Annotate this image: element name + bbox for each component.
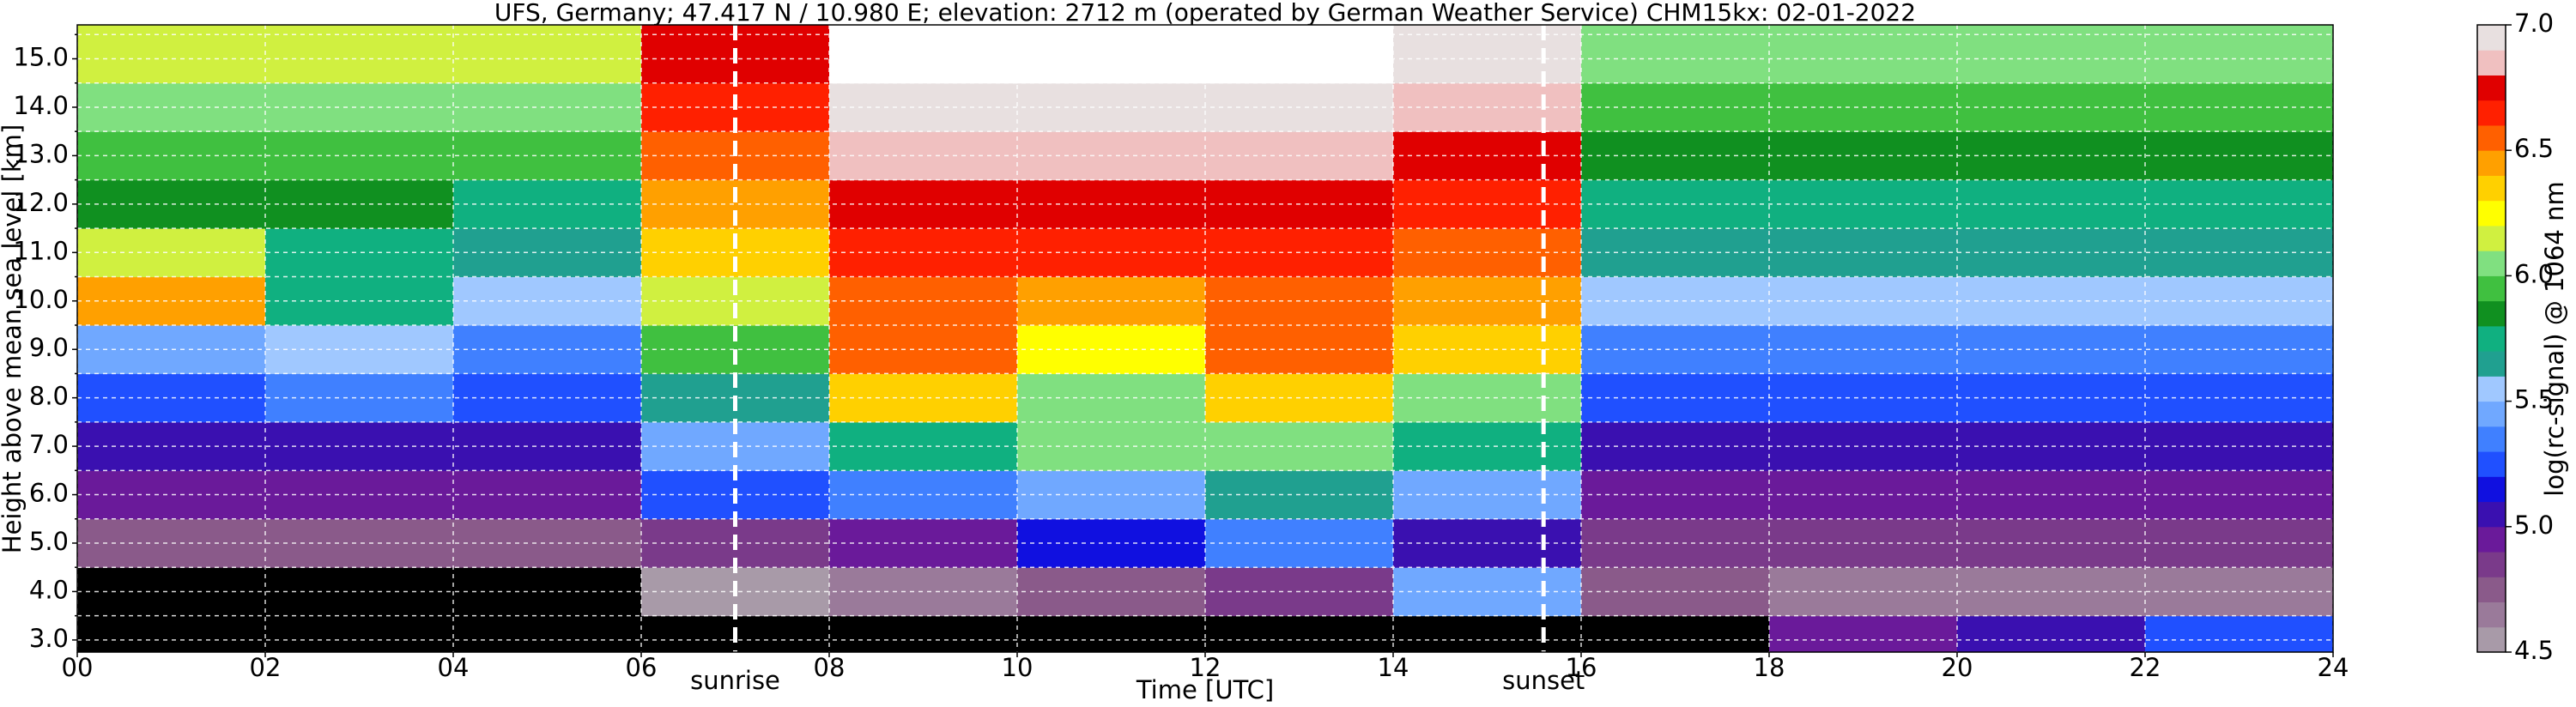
colorbar-segment [2477, 300, 2506, 327]
heatmap-cell [1957, 615, 2146, 653]
x-axis-label: Time [UTC] [1136, 675, 1274, 704]
x-tick-label: 02 [250, 653, 282, 682]
y-tick-label: 15.0 [13, 43, 69, 72]
colorbar-segment [2477, 552, 2506, 577]
colorbar-segment [2477, 526, 2506, 553]
colorbar-segment [2477, 401, 2506, 427]
heatmap-cell [453, 615, 642, 653]
y-tick-label: 4.0 [29, 575, 69, 604]
colorbar-segment [2477, 325, 2506, 352]
y-tick-label: 13.0 [13, 139, 69, 168]
colorbar-segment [2477, 100, 2506, 126]
colorbar-segment [2477, 50, 2506, 76]
colorbar-segment [2477, 577, 2506, 603]
colorbar-segment [2477, 75, 2506, 101]
annotation-label: sunset [1502, 666, 1585, 695]
heatmap-cell [453, 25, 642, 84]
heatmap-cell [2145, 25, 2334, 84]
y-tick-label: 6.0 [29, 479, 69, 508]
heatmap-cell [265, 615, 454, 653]
heatmap-cell [1581, 615, 1770, 653]
colorbar-label: log(rc-signal) @ 1064 nm [2540, 181, 2569, 496]
x-tick-label: 00 [62, 653, 94, 682]
x-tick-label: 18 [1754, 653, 1785, 682]
colorbar-tick-label: 6.5 [2514, 134, 2554, 163]
colorbar-segment [2477, 476, 2506, 503]
colorbar-segment [2477, 451, 2506, 477]
colorbar-segment [2477, 124, 2506, 151]
y-tick-label: 14.0 [13, 91, 69, 120]
x-tick-label: 10 [1002, 653, 1033, 682]
y-tick-label: 9.0 [29, 333, 69, 362]
x-tick-label: 06 [626, 653, 658, 682]
y-tick-label: 3.0 [29, 624, 69, 653]
plot-frame [76, 24, 2334, 653]
colorbar-segment [2477, 175, 2506, 202]
colorbar-tick-label: 6.0 [2514, 259, 2554, 288]
heatmap-cell [1017, 615, 1206, 653]
x-tick-label: 08 [814, 653, 846, 682]
colorbar-segment [2477, 275, 2506, 302]
colorbar-segment [2477, 351, 2506, 377]
x-tick-label: 22 [2130, 653, 2161, 682]
heatmap-cell [1581, 25, 1770, 84]
heatmap-cell [1957, 25, 2146, 84]
heatmap-cell [77, 25, 266, 84]
y-tick-label: 8.0 [29, 382, 69, 411]
heatmap-cell [1205, 25, 1394, 84]
overlay: 00 02 04 06 08 10 12 14 16 18 20 22 24 3.0 4.0 5.0 6.0 7.… [13, 24, 2349, 695]
colorbar-segment [2477, 626, 2506, 653]
y-axis-label: Height above mean sea level [km] [0, 124, 27, 553]
annotation-label: sunrise [690, 666, 780, 695]
colorbar-segment [2477, 25, 2506, 51]
heatmap-cell [77, 615, 266, 653]
colorbar-tick-label: 7.0 [2514, 9, 2554, 38]
x-tick-label: 12 [1190, 653, 1221, 682]
colorbar-segment [2477, 501, 2506, 528]
heatmap-cell [1393, 25, 1582, 84]
colorbar-segment [2477, 150, 2506, 176]
colorbar-segment [2477, 376, 2506, 402]
y-tick-label: 5.0 [29, 527, 69, 556]
heatmap-cell [265, 25, 454, 84]
y-tick-label: 10.0 [13, 285, 69, 314]
heatmap-cell [1393, 615, 1582, 653]
y-tick-label: 12.0 [13, 188, 69, 217]
colorbar-segment [2477, 200, 2506, 227]
colorbar-segment [2477, 251, 2506, 276]
colorbar-segment [2477, 601, 2506, 628]
y-tick-label: 11.0 [13, 236, 69, 265]
heatmap-cell [1769, 25, 1958, 84]
chart-title: UFS, Germany; 47.417 N / 10.980 E; eleva… [494, 0, 1916, 27]
heatmap-cell [1017, 25, 1206, 84]
heatmap-cell [2145, 615, 2334, 653]
x-tick-label: 16 [1566, 653, 1597, 682]
colorbar-frame [2476, 24, 2506, 653]
x-tick-label: 14 [1378, 653, 1409, 682]
x-tick-label: 20 [1942, 653, 1973, 682]
colorbar-tick-label: 4.5 [2514, 636, 2554, 665]
x-tick-label: 04 [438, 653, 470, 682]
heatmap-cell [1769, 615, 1958, 653]
colorbar-tick-label: 5.0 [2514, 511, 2554, 540]
colorbar-segment [2477, 426, 2506, 452]
y-tick-label: 7.0 [29, 430, 69, 459]
heatmap-cell [1205, 615, 1394, 653]
heatmap-cell [829, 25, 1018, 84]
colorbar-tick-label: 5.5 [2514, 385, 2554, 414]
x-tick-label: 24 [2318, 653, 2349, 682]
heatmap-cell [829, 615, 1018, 653]
colorbar-segment [2477, 225, 2506, 251]
